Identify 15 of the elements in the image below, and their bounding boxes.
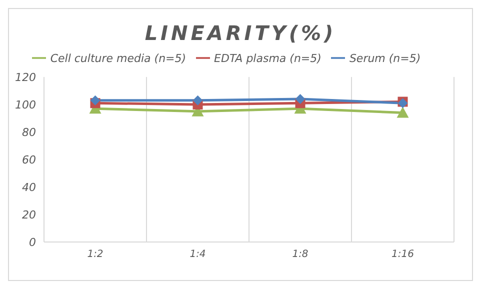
y-tick-label: 100: [15, 98, 36, 112]
legend-label: EDTA plasma (n=5): [214, 52, 322, 65]
x-tick-label: 1:4: [190, 249, 206, 260]
x-tick-label: 1:2: [87, 249, 104, 260]
chart-title: LINEARITY(%): [144, 21, 338, 45]
y-tick-label: 20: [22, 208, 36, 222]
y-tick-label: 80: [22, 126, 36, 139]
x-tick-label: 1:16: [392, 249, 414, 260]
y-tick-label: 60: [22, 153, 36, 166]
y-tick-label: 40: [22, 180, 36, 194]
y-tick-label: 0: [29, 236, 36, 249]
y-tick-label: 120: [15, 70, 36, 84]
x-tick-label: 1:8: [292, 249, 308, 260]
legend-label: Serum (n=5): [349, 52, 421, 65]
legend-label: Cell culture media (n=5): [50, 52, 186, 65]
